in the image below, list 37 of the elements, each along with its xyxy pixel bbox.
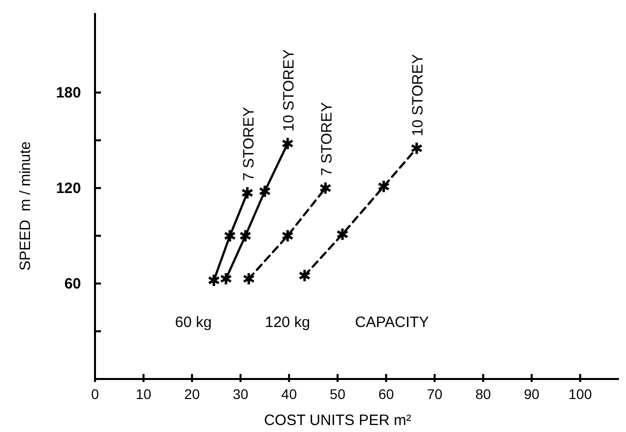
x-tick-label: 0 bbox=[91, 386, 100, 402]
x-tick-label: 40 bbox=[281, 386, 298, 402]
point bbox=[208, 273, 220, 288]
point bbox=[220, 272, 232, 286]
annotation: CAPACITY bbox=[355, 314, 429, 331]
x-tick-label: 70 bbox=[426, 386, 443, 402]
point bbox=[336, 227, 349, 242]
point bbox=[281, 136, 294, 150]
text: 7 STOREY bbox=[318, 102, 336, 176]
point bbox=[224, 228, 236, 243]
point bbox=[298, 268, 311, 282]
text: 7 STOREY bbox=[240, 106, 258, 181]
x-tick-label: 20 bbox=[184, 386, 200, 402]
point bbox=[239, 228, 252, 243]
text: 10 STOREY bbox=[410, 54, 427, 136]
y-tick-label: 180 bbox=[56, 84, 81, 102]
x-tick-label: 90 bbox=[524, 386, 540, 402]
x-tick-label: 60 bbox=[378, 386, 394, 402]
text: 10 STOREY bbox=[280, 49, 298, 132]
point bbox=[281, 228, 294, 243]
x-tick-label: 30 bbox=[232, 386, 249, 402]
y-axis-title: SPEED m / minute bbox=[17, 141, 34, 271]
point bbox=[378, 180, 390, 194]
point bbox=[258, 184, 271, 198]
x-tick-label: 10 bbox=[136, 386, 152, 402]
x-axis-title: COST UNITS PER m² bbox=[264, 412, 412, 429]
x-tick-label: 80 bbox=[475, 386, 492, 402]
annotation: 120 kg bbox=[265, 314, 310, 331]
point bbox=[241, 186, 254, 200]
point bbox=[410, 141, 423, 156]
point bbox=[319, 181, 332, 195]
y-tick-label: 120 bbox=[56, 180, 81, 198]
annotation: 60 kg bbox=[175, 314, 212, 331]
x-tick-label: 50 bbox=[330, 386, 346, 402]
x-tick-label: 100 bbox=[568, 386, 592, 402]
y-tick-label: 60 bbox=[64, 276, 81, 293]
point bbox=[242, 272, 255, 286]
